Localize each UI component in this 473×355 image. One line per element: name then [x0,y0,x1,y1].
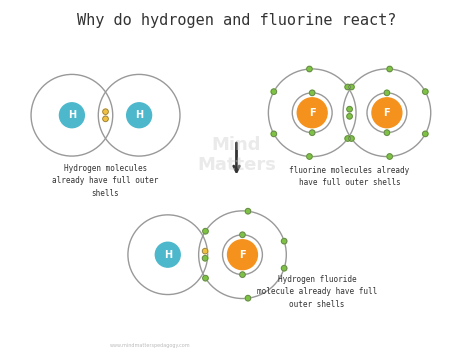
Circle shape [127,103,151,128]
Text: Why do hydrogen and fluorine react?: Why do hydrogen and fluorine react? [77,13,396,28]
Circle shape [60,103,84,128]
Circle shape [384,130,390,135]
Circle shape [422,89,428,94]
Circle shape [203,275,208,281]
Text: H: H [164,250,172,260]
Circle shape [240,272,245,277]
Text: fluorine molecules already
have full outer shells: fluorine molecules already have full out… [289,165,410,187]
Circle shape [422,131,428,137]
Circle shape [245,208,251,214]
Text: Hydrogen fluoride
molecule already have full
outer shells: Hydrogen fluoride molecule already have … [257,275,377,308]
Circle shape [349,84,354,90]
Circle shape [387,154,393,159]
Circle shape [345,136,350,141]
Circle shape [349,136,354,141]
Circle shape [307,154,312,159]
Text: F: F [384,108,390,118]
Circle shape [384,90,390,95]
Circle shape [347,106,352,112]
Circle shape [309,130,315,135]
Circle shape [281,266,287,271]
Circle shape [297,98,327,128]
Text: F: F [309,108,315,118]
Text: F: F [239,250,246,260]
Circle shape [387,66,393,72]
Circle shape [202,256,208,261]
Circle shape [203,229,208,234]
Text: Hydrogen molecules
already have full outer
shells: Hydrogen molecules already have full out… [53,164,159,197]
Text: H: H [68,110,76,120]
Circle shape [155,242,180,267]
Circle shape [202,248,208,254]
Circle shape [309,90,315,95]
Text: Mind
Matters: Mind Matters [197,136,276,175]
Circle shape [103,109,108,114]
Circle shape [372,98,402,128]
Circle shape [271,89,277,94]
Circle shape [271,131,277,137]
Circle shape [347,114,352,119]
Circle shape [103,116,108,121]
Circle shape [281,239,287,244]
Circle shape [345,84,350,90]
Circle shape [240,232,245,237]
Circle shape [228,240,257,270]
Circle shape [307,66,312,72]
Text: H: H [135,110,143,120]
Circle shape [245,295,251,301]
Text: www.mindmatterspedagogy.com: www.mindmatterspedagogy.com [110,343,191,348]
